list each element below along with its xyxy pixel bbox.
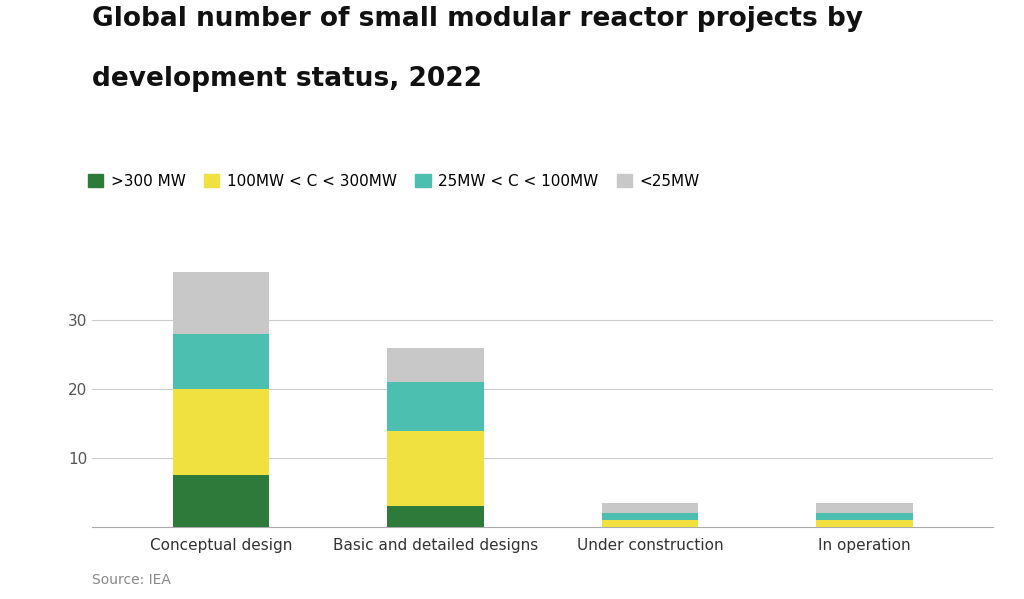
Bar bbox=[816, 503, 912, 513]
Bar bbox=[816, 520, 912, 527]
Legend: >300 MW, 100MW < C < 300MW, 25MW < C < 100MW, <25MW: >300 MW, 100MW < C < 300MW, 25MW < C < 1… bbox=[82, 168, 707, 195]
Text: Global number of small modular reactor projects by: Global number of small modular reactor p… bbox=[92, 6, 863, 32]
Text: development status, 2022: development status, 2022 bbox=[92, 66, 482, 92]
Bar bbox=[602, 513, 698, 520]
Bar bbox=[387, 382, 483, 431]
Bar bbox=[816, 513, 912, 520]
Bar bbox=[173, 389, 269, 476]
Bar bbox=[602, 520, 698, 527]
Bar bbox=[387, 348, 483, 383]
Bar bbox=[173, 272, 269, 334]
Bar bbox=[387, 431, 483, 507]
Bar bbox=[173, 334, 269, 389]
Bar bbox=[602, 503, 698, 513]
Bar bbox=[173, 476, 269, 527]
Bar bbox=[387, 507, 483, 527]
Text: Source: IEA: Source: IEA bbox=[92, 573, 171, 587]
